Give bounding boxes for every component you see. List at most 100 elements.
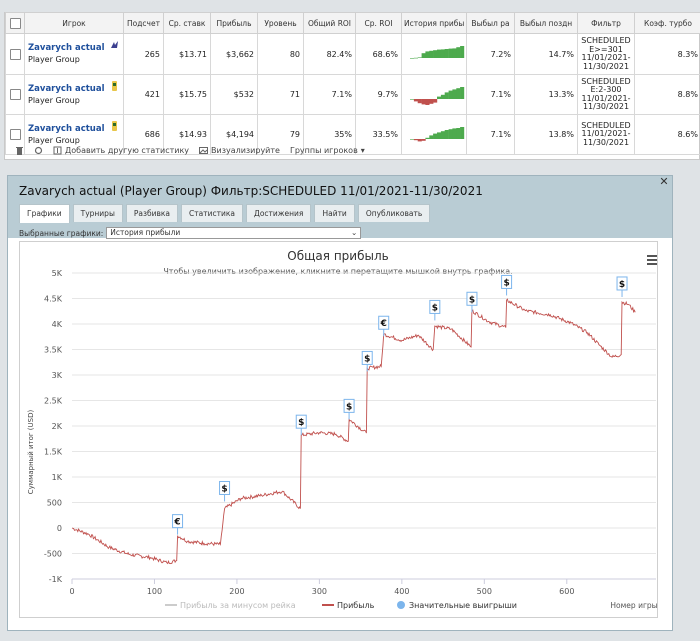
big-win-marker[interactable]: $ (429, 299, 441, 321)
visualize-button[interactable]: Визуализируйте (199, 146, 280, 155)
turbo-cell: 8.8% (634, 74, 700, 115)
big-win-flag[interactable] (429, 299, 441, 314)
row-checkbox[interactable] (9, 48, 21, 60)
row-select-cell[interactable] (5, 33, 25, 75)
y-axis-label: Суммарный итог (USD) (27, 410, 35, 495)
big-win-flag[interactable] (343, 398, 355, 413)
column-header[interactable]: Уровень (257, 12, 304, 34)
tab-tournaments[interactable]: Турниры (72, 204, 123, 222)
column-header[interactable]: Выбыл поздн (514, 12, 578, 34)
add-column-icon (53, 146, 62, 154)
tab-charts[interactable]: Графики (19, 204, 70, 223)
profit-history-cell[interactable] (401, 114, 467, 155)
panel-title: Zavarych actual (Player Group) Фильтр:SC… (19, 184, 483, 198)
column-header[interactable]: Ср. ставк (163, 12, 211, 34)
sparkline-bar (452, 127, 457, 139)
column-header[interactable]: Фильтр (577, 12, 635, 34)
x-tick-label: 100 (147, 587, 162, 596)
legend-rake-label[interactable]: Прибыль за минусом рейка (180, 601, 296, 610)
sparkline-bar (440, 130, 445, 139)
big-win-marker[interactable]: $ (616, 276, 628, 297)
big-win-marker[interactable]: $ (501, 274, 513, 296)
profit-cell: $4,194 (210, 114, 258, 155)
caret-down-icon: ▾ (360, 145, 365, 155)
profit-sparkline[interactable] (405, 38, 465, 68)
big-win-label: $ (298, 418, 304, 428)
column-header[interactable]: Выбыл ра (466, 12, 515, 34)
big-win-marker[interactable]: $ (219, 480, 231, 502)
tab-publish[interactable]: Опубликовать (357, 204, 431, 222)
big-win-marker[interactable]: € (172, 514, 184, 535)
player-name-link[interactable]: Zavarych actual (28, 83, 105, 94)
legend-big-wins-label[interactable]: Значительные выигрыши (409, 601, 517, 610)
big-win-marker[interactable]: $ (361, 350, 373, 372)
profit-sparkline[interactable] (405, 79, 465, 109)
row-checkbox[interactable] (9, 89, 21, 100)
y-tick-label: 1.5K (44, 448, 63, 457)
big-win-flag[interactable] (361, 350, 373, 365)
big-win-marker[interactable]: $ (343, 398, 355, 420)
big-win-flag[interactable] (616, 276, 628, 291)
add-stats-button[interactable]: Добавить другую статистику (53, 146, 189, 155)
sparkline-bar (448, 48, 453, 58)
big-win-marker[interactable]: $ (466, 291, 478, 313)
big-win-flag[interactable] (295, 414, 307, 429)
sparkline-bar (448, 128, 453, 139)
tab-statistics[interactable]: Статистика (181, 204, 243, 222)
refresh-button[interactable] (34, 146, 43, 155)
x-tick-label: 500 (477, 587, 492, 596)
big-win-label: $ (364, 354, 370, 364)
tab-find[interactable]: Найти (314, 204, 355, 222)
big-win-marker[interactable]: $ (295, 414, 307, 436)
avg-roi-cell: 68.6% (355, 33, 402, 75)
big-win-label: € (173, 518, 180, 528)
big-win-flag[interactable] (466, 291, 478, 306)
tab-achievements[interactable]: Достижения (245, 204, 312, 222)
profit-chart-svg[interactable]: Общая прибыль Чтобы увеличить изображени… (20, 242, 659, 617)
column-header[interactable]: Коэф. турбо (634, 12, 700, 34)
column-header[interactable]: Прибыль (210, 12, 258, 34)
chart-select[interactable]: История прибыли ⌄ (106, 227, 362, 239)
sparkline-bar (425, 51, 430, 58)
column-header[interactable]: История прибы (401, 12, 467, 34)
sparkline-bar (417, 57, 422, 58)
row-select-cell[interactable] (5, 74, 25, 115)
column-header[interactable]: Ср. ROI (355, 12, 402, 34)
column-header[interactable]: Общий ROI (303, 12, 356, 34)
late-out-cell: 13.3% (514, 74, 578, 115)
player-name-link[interactable]: Zavarych actual (28, 123, 105, 134)
menu-icon[interactable] (647, 255, 659, 265)
column-header[interactable]: Игрок (24, 12, 124, 34)
filter-cell: SCHEDULED E>=301 11/01/2021-11/30/2021 (577, 33, 635, 75)
big-win-flag[interactable] (501, 274, 513, 289)
column-header[interactable]: Подсчет (123, 12, 164, 34)
profit-history-cell[interactable] (401, 74, 467, 115)
big-win-label: $ (432, 303, 438, 313)
select-all-cell[interactable] (5, 12, 25, 34)
table-row[interactable]: Zavarych actual Player Group 421 $15.75 … (5, 74, 700, 115)
sparkline-bar (440, 94, 445, 99)
select-all-checkbox[interactable] (9, 17, 21, 29)
sparkline-bar (448, 90, 453, 99)
table-row[interactable]: Zavarych actual Player Group 686 $14.93 … (5, 114, 700, 155)
big-win-marker[interactable]: € (378, 315, 390, 337)
avg-stake-cell: $15.75 (163, 74, 211, 115)
big-win-flag[interactable] (378, 315, 390, 330)
y-tick-label: 4K (52, 320, 63, 329)
row-checkbox[interactable] (9, 129, 21, 140)
chart-subtitle: Чтобы увеличить изображение, кликните и … (163, 267, 512, 276)
profit-history-cell[interactable] (401, 33, 467, 75)
close-icon[interactable]: ✕ (659, 175, 669, 188)
delete-button[interactable] (15, 146, 24, 155)
early-out-cell: 7.1% (466, 114, 515, 155)
player-groups-dropdown[interactable]: Группы игроков ▾ (290, 146, 365, 155)
big-win-flag[interactable] (172, 514, 184, 529)
legend-profit-label[interactable]: Прибыль (337, 601, 375, 610)
profit-chart[interactable]: Общая прибыль Чтобы увеличить изображени… (19, 241, 659, 618)
player-name-link[interactable]: Zavarych actual (28, 43, 105, 53)
table-row[interactable]: Zavarych actual Player Group 265 $13.71 … (5, 33, 700, 75)
profit-sparkline[interactable] (405, 119, 465, 149)
tab-breakdown[interactable]: Разбивка (125, 204, 179, 222)
big-win-flag[interactable] (219, 480, 231, 495)
refresh-icon (34, 146, 43, 154)
